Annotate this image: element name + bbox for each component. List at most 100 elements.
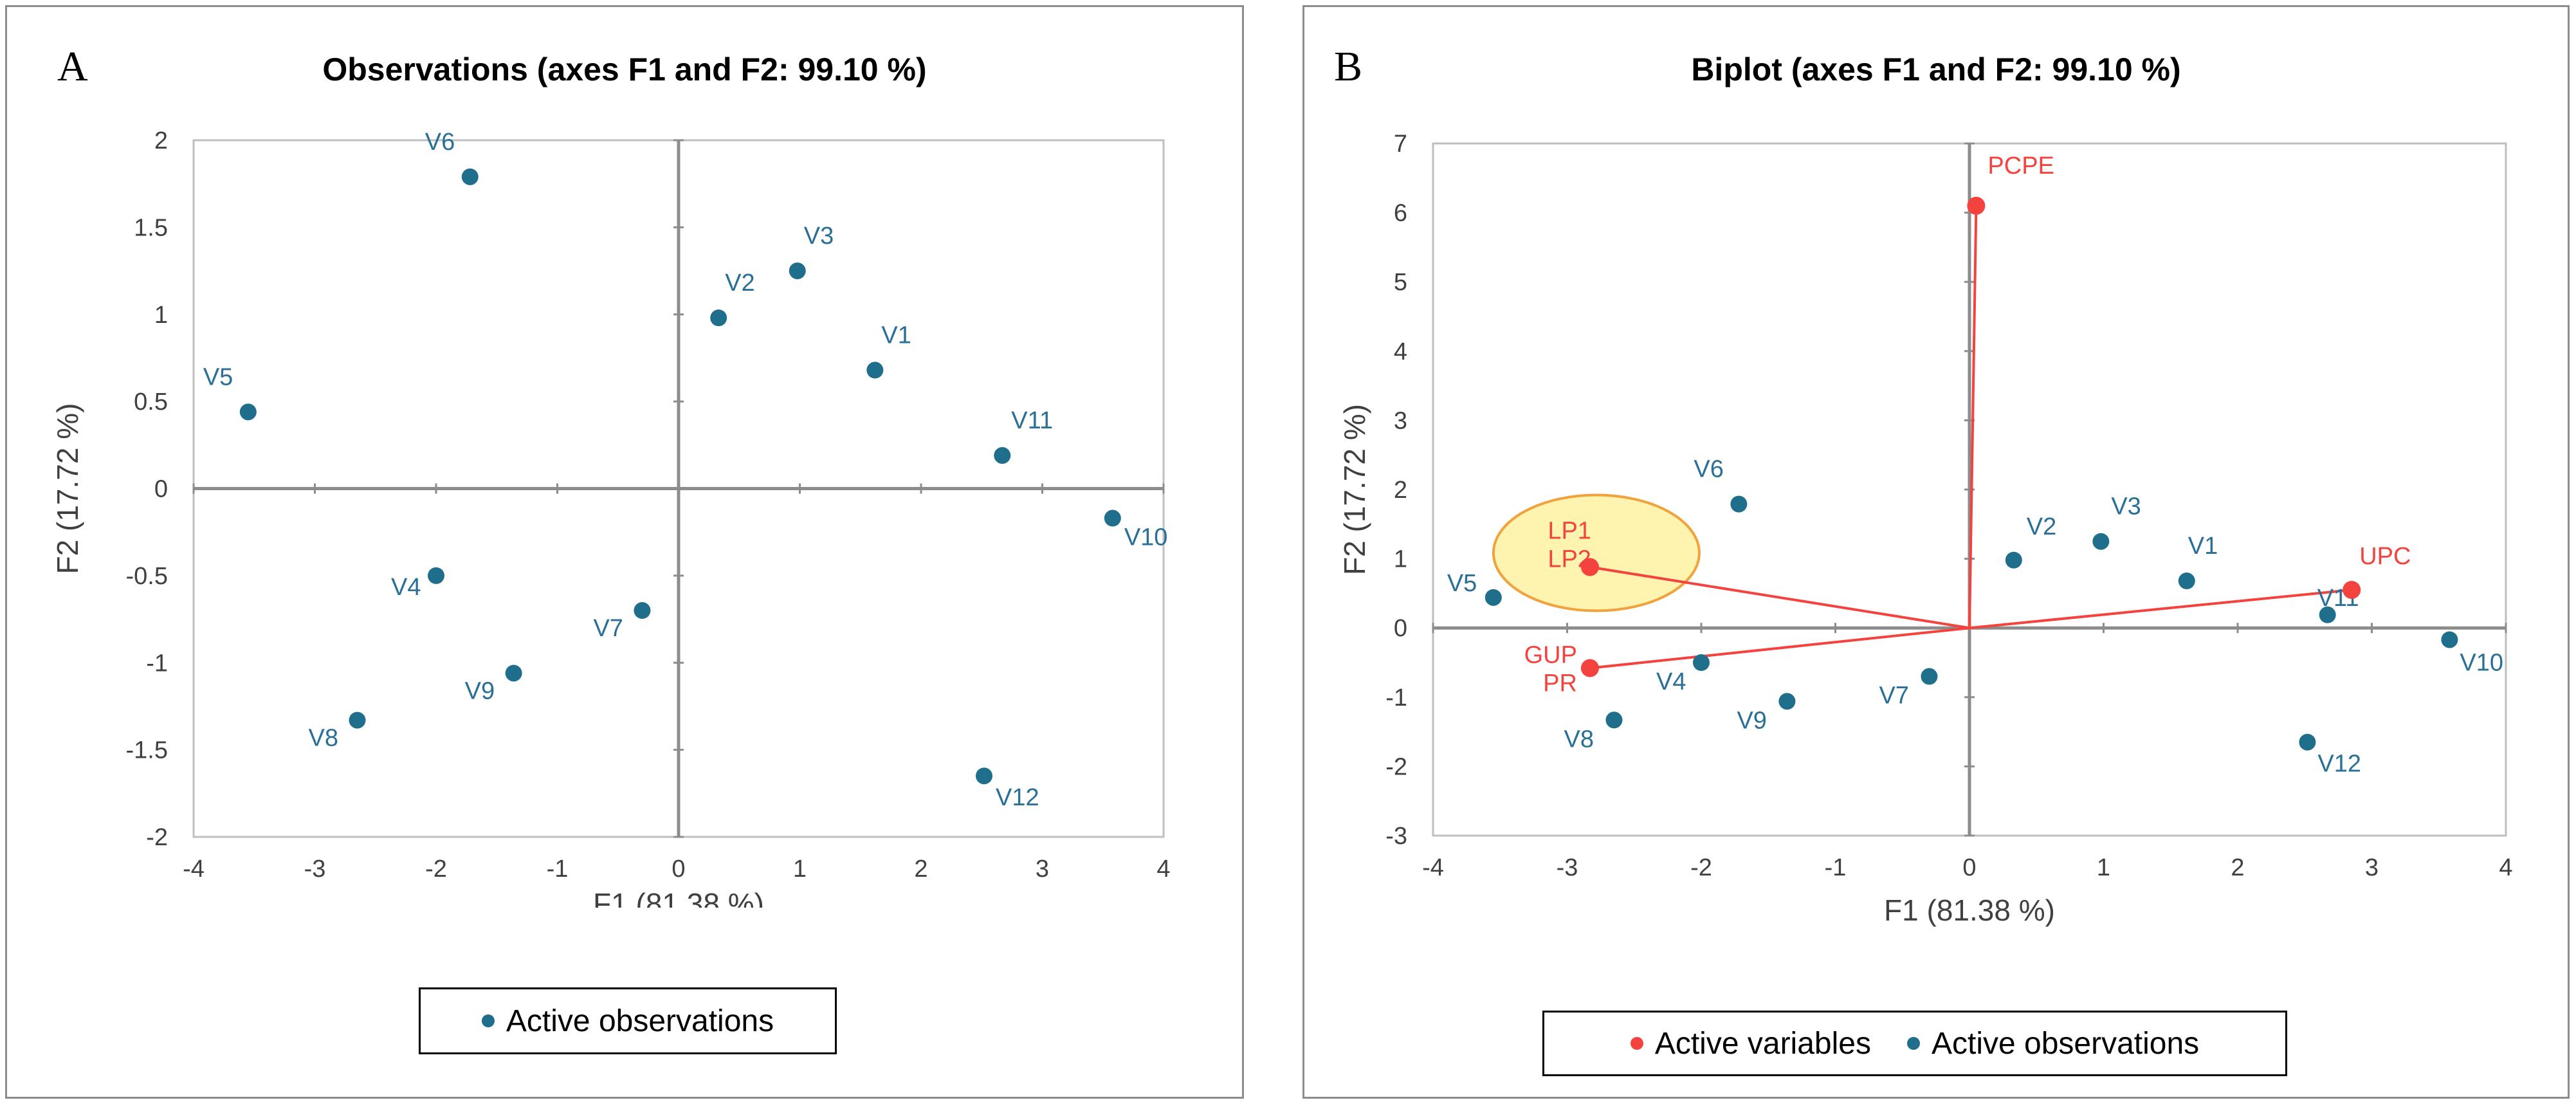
chart-panel-a: A Observations (axes F1 and F2: 99.10 %)… bbox=[5, 5, 1244, 1099]
observation-point bbox=[994, 447, 1011, 464]
observation-point bbox=[1605, 711, 1623, 729]
observation-point bbox=[2299, 733, 2316, 751]
observation-label: V5 bbox=[203, 363, 233, 390]
legend-marker bbox=[1630, 1037, 1643, 1050]
y-tick-label: -0.5 bbox=[126, 563, 168, 590]
y-tick-label: -1 bbox=[146, 650, 168, 677]
variable-point bbox=[1580, 558, 1599, 576]
variable-label: PCPE bbox=[1987, 152, 2054, 179]
observation-label: V4 bbox=[391, 574, 421, 601]
observation-point bbox=[505, 664, 522, 682]
variable-vector bbox=[1589, 627, 1970, 670]
y-tick-label: -1 bbox=[1385, 684, 1407, 711]
observation-point bbox=[428, 567, 444, 584]
observation-label: V1 bbox=[2188, 533, 2218, 560]
biplot-b: -4 -3 -2 -1 0 1 2 3 4 -3 -2 -1 0 1 2 3 4 5 6 7 F1 (81.38 %) F… bbox=[1338, 131, 2513, 927]
chart-panel-b: B Biplot (axes F1 and F2: 99.10 %) -4 -3-… bbox=[1302, 5, 2570, 1099]
y-tick-label: 2 bbox=[154, 127, 168, 154]
x-tick-label: -2 bbox=[1690, 854, 1712, 881]
y-tick-label: -1.5 bbox=[126, 737, 168, 764]
y-tick-label: 1 bbox=[1394, 546, 1407, 573]
y-tick-label: -2 bbox=[1385, 753, 1407, 780]
y-tick-label: -3 bbox=[1385, 823, 1407, 850]
scatter-plot-a: -4 -3 -2 -1 0 1 2 3 4 -2 -1.5 -1 -0.5 0 0.5 1 1.5 2 F1 (81… bbox=[51, 127, 1171, 908]
x-tick-label: 3 bbox=[2365, 854, 2379, 881]
observation-label: V9 bbox=[465, 677, 495, 704]
variable-label: PR bbox=[1543, 670, 1577, 697]
observation-label: V3 bbox=[804, 223, 834, 250]
variable-label: UPC bbox=[2359, 543, 2411, 570]
y-tick-label: 0 bbox=[154, 476, 168, 503]
x-axis-title: F1 (81.38 %) bbox=[593, 887, 764, 908]
legend-label: Active observations bbox=[506, 1004, 774, 1038]
legend-marker bbox=[1906, 1037, 1920, 1050]
chart-title: Observations (axes F1 and F2: 99.10 %) bbox=[322, 51, 927, 87]
variable-label: LP2 bbox=[1548, 546, 1591, 573]
y-tick-label: 6 bbox=[1394, 200, 1407, 227]
variable-point bbox=[1967, 196, 1986, 215]
legend: Active observations bbox=[419, 987, 837, 1054]
legend-label: Active observations bbox=[1931, 1026, 2200, 1061]
observation-point bbox=[710, 309, 727, 327]
y-tick-label: 3 bbox=[1394, 407, 1407, 434]
observation-label: V11 bbox=[1011, 407, 1053, 434]
observation-point bbox=[2092, 533, 2110, 550]
y-tick-label: 1.5 bbox=[134, 214, 168, 241]
chart-title: Biplot (axes F1 and F2: 99.10 %) bbox=[1691, 51, 2181, 87]
legend: Active variables Active observations bbox=[1542, 1011, 2287, 1076]
x-tick-label: -3 bbox=[1557, 854, 1578, 881]
variable-vector bbox=[1969, 589, 2352, 630]
y-tick-label: 0 bbox=[1394, 615, 1407, 642]
variable-vector bbox=[1589, 565, 1970, 630]
observation-label: V4 bbox=[1656, 668, 1686, 695]
observation-point bbox=[1778, 693, 1796, 710]
x-tick-label: -3 bbox=[304, 856, 326, 883]
x-tick-label: 2 bbox=[914, 856, 927, 883]
y-tick-label: 0.5 bbox=[134, 389, 168, 416]
observation-point bbox=[976, 767, 993, 785]
y-axis-title: F2 (17.72 %) bbox=[51, 403, 84, 574]
observation-label: V7 bbox=[1879, 683, 1908, 710]
observation-label: V5 bbox=[1447, 570, 1477, 597]
observation-point bbox=[1484, 589, 1502, 606]
x-tick-label: -1 bbox=[547, 856, 569, 883]
observation-point bbox=[2319, 606, 2336, 623]
y-tick-label: -2 bbox=[146, 824, 168, 851]
observation-point bbox=[2441, 631, 2458, 648]
x-tick-label: -4 bbox=[183, 856, 205, 883]
panel-letter: A bbox=[57, 43, 88, 90]
variable-point bbox=[1580, 659, 1599, 677]
variable-point bbox=[2343, 581, 2361, 600]
x-tick-label: 3 bbox=[1036, 856, 1049, 883]
x-tick-label: 1 bbox=[2097, 854, 2110, 881]
observation-label: V7 bbox=[593, 615, 623, 642]
observation-point bbox=[239, 403, 257, 421]
observation-label: V8 bbox=[1564, 726, 1593, 753]
observation-label: V12 bbox=[996, 784, 1039, 811]
variable-vector bbox=[1968, 205, 1978, 628]
panel-letter: B bbox=[1334, 43, 1363, 90]
y-tick-label: 4 bbox=[1394, 338, 1407, 365]
legend-marker bbox=[481, 1014, 495, 1027]
observation-point bbox=[1730, 495, 1748, 513]
x-tick-label: 0 bbox=[671, 856, 685, 883]
y-axis-title: F2 (17.72 %) bbox=[1338, 404, 1371, 575]
observation-point bbox=[1693, 654, 1710, 671]
x-tick-label: 2 bbox=[2231, 854, 2244, 881]
observation-label: V6 bbox=[1694, 456, 1723, 483]
legend-item: Active observations bbox=[481, 1004, 774, 1039]
observation-point bbox=[349, 711, 366, 729]
observation-label: V2 bbox=[725, 270, 754, 297]
observation-label: V3 bbox=[2111, 493, 2141, 520]
observation-label: V9 bbox=[1737, 707, 1766, 734]
x-tick-label: -1 bbox=[1825, 854, 1847, 881]
y-tick-label: 2 bbox=[1394, 477, 1407, 504]
observation-label: V8 bbox=[308, 725, 338, 752]
observation-point bbox=[2005, 551, 2022, 569]
observation-point bbox=[789, 262, 806, 280]
observation-label: V10 bbox=[1124, 524, 1168, 551]
x-tick-label: 4 bbox=[2499, 854, 2512, 881]
observation-point bbox=[634, 602, 651, 619]
observation-point bbox=[2178, 573, 2195, 590]
observation-label: V1 bbox=[881, 322, 911, 349]
